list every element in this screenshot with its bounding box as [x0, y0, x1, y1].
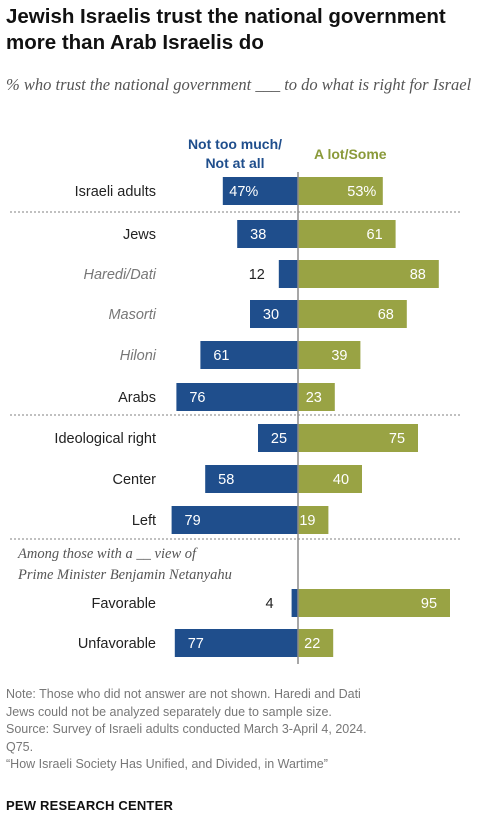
category-label: Center: [112, 472, 156, 488]
value-label-trust: 61: [367, 227, 383, 243]
category-label: Left: [132, 513, 156, 529]
value-label-trust: 22: [304, 636, 320, 652]
category-label: Hiloni: [120, 348, 157, 364]
source-line: Source: Survey of Israeli adults conduct…: [6, 722, 367, 736]
value-label-trust: 39: [331, 348, 347, 364]
bar-distrust: [174, 629, 298, 657]
value-label-trust: 19: [299, 513, 315, 529]
value-label-trust: 68: [378, 307, 394, 323]
value-label-distrust: 38: [250, 227, 266, 243]
group-label-line1: Among those with a __ view of: [17, 546, 198, 562]
value-label-distrust: 76: [189, 390, 205, 406]
bar-trust: [298, 424, 418, 452]
report-title-line: “How Israeli Society Has Unified, and Di…: [6, 757, 328, 771]
value-label-distrust: 30: [263, 307, 279, 323]
value-label-distrust: 47%: [229, 184, 258, 200]
value-label-trust: 75: [389, 431, 405, 447]
group-label-line2: Prime Minister Benjamin Netanyahu: [17, 567, 232, 583]
bar-trust: [298, 300, 407, 328]
bar-distrust: [222, 177, 298, 205]
bar-distrust: [250, 300, 298, 328]
legend-trust: A lot/Some: [314, 146, 387, 162]
legend-distrust-line2: Not at all: [205, 155, 264, 171]
notes-block: Note: Those who did not answer are not s…: [6, 686, 474, 774]
value-label-distrust: 79: [185, 513, 201, 529]
category-label: Unfavorable: [78, 636, 156, 652]
bar-trust: [298, 260, 439, 288]
category-label: Ideological right: [54, 431, 156, 447]
value-label-trust: 53%: [347, 184, 376, 200]
value-label-distrust: 77: [188, 636, 204, 652]
bar-trust: [298, 220, 396, 248]
bar-trust: [298, 465, 362, 493]
category-label: Haredi/Dati: [83, 267, 156, 283]
value-label-distrust: 25: [271, 431, 287, 447]
category-label: Masorti: [108, 307, 156, 323]
bar-trust: [298, 341, 361, 369]
bar-distrust: [205, 465, 298, 493]
value-label-distrust: 58: [218, 472, 234, 488]
bar-distrust: [278, 260, 298, 288]
bar-distrust: [291, 589, 298, 617]
note-line: Note: Those who did not answer are not s…: [6, 687, 361, 701]
question-line: Q75.: [6, 739, 34, 754]
bar-trust: [298, 383, 335, 411]
value-label-distrust: 12: [249, 267, 265, 283]
bar-trust: [298, 629, 334, 657]
category-label: Israeli adults: [75, 184, 156, 200]
bar-distrust: [200, 341, 298, 369]
value-label-trust: 40: [333, 472, 349, 488]
legend-distrust-line1: Not too much/: [188, 136, 282, 152]
bar-trust: [298, 589, 450, 617]
bar-distrust: [258, 424, 298, 452]
note-line: Jews could not be analyzed separately du…: [6, 704, 332, 719]
bar-distrust: [237, 220, 298, 248]
value-label-trust: 23: [306, 390, 322, 406]
brand-logo-text: PEW RESEARCH CENTER: [6, 798, 174, 813]
diverging-bar-chart: Not too much/Not at all A lot/Some Among t…: [10, 136, 460, 664]
chart-subtitle: % who trust the national government ___ …: [6, 75, 472, 94]
value-label-trust: 95: [421, 596, 437, 612]
value-label-distrust: 4: [266, 596, 274, 612]
bar-distrust: [176, 383, 298, 411]
category-label: Jews: [123, 227, 156, 243]
value-label-trust: 88: [410, 267, 426, 283]
category-label: Favorable: [92, 596, 156, 612]
category-label: Arabs: [118, 390, 156, 406]
bar-trust: [298, 177, 383, 205]
chart-title: Jewish Israelis trust the national gover…: [6, 5, 446, 54]
bar-trust: [298, 506, 329, 534]
value-label-distrust: 61: [213, 348, 229, 364]
bar-distrust: [171, 506, 298, 534]
